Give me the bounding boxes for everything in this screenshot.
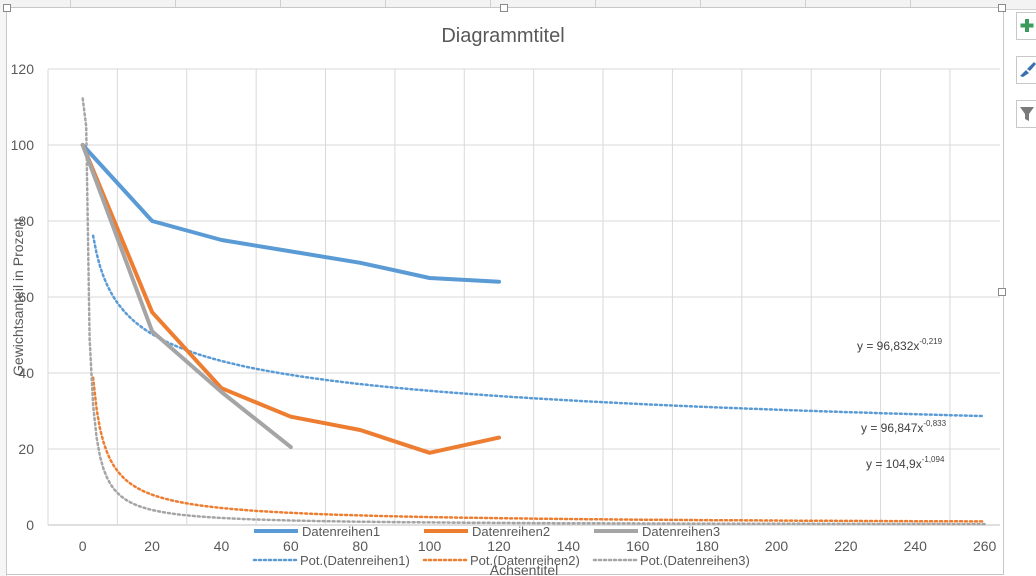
legend-label: Datenreihen3	[642, 524, 720, 539]
y-tick-label: 20	[18, 441, 34, 457]
filter-icon	[1020, 107, 1034, 121]
column-divider	[385, 0, 386, 9]
x-tick-label: 120	[487, 538, 511, 554]
chart-title: Diagrammtitel	[441, 25, 564, 47]
chart-filters-button[interactable]	[1016, 100, 1036, 128]
trendline-2	[91, 376, 986, 523]
y-tick-label: 0	[26, 517, 34, 533]
y-axis-title: Gewichtsanteil in Prozent	[10, 218, 26, 376]
column-divider	[490, 0, 491, 9]
legend-label: Datenreihen2	[472, 524, 550, 539]
resize-handle[interactable]	[998, 288, 1006, 296]
resize-handle[interactable]	[500, 4, 508, 12]
data-series	[80, 143, 501, 455]
x-tick-label: 220	[834, 538, 858, 554]
column-divider	[700, 0, 701, 9]
trendline-equation: y = 104,9x-1,094	[866, 455, 945, 471]
legend-label: Pot.(Datenreihen2)	[470, 553, 580, 568]
x-tick-label: 260	[973, 538, 997, 554]
column-divider	[910, 0, 911, 9]
brush-icon	[1020, 62, 1036, 77]
resize-handle[interactable]	[998, 4, 1006, 12]
chart-area[interactable]	[6, 7, 1004, 575]
trendlines	[81, 97, 986, 526]
x-tick-label: 180	[695, 538, 719, 554]
y-tick-label: 80	[18, 213, 34, 229]
series-line-3	[80, 143, 293, 450]
trendline-equation: y = 96,832x-0,219	[857, 337, 943, 353]
series-line-2	[80, 143, 501, 455]
column-divider	[595, 0, 596, 9]
x-tick-label: 20	[144, 538, 160, 554]
y-tick-label: 40	[18, 365, 34, 381]
y-tick-label: 60	[18, 289, 34, 305]
y-tick-label: 120	[11, 61, 35, 77]
series-line-1	[80, 143, 501, 284]
x-tick-label: 100	[418, 538, 442, 554]
resize-handle[interactable]	[3, 4, 11, 12]
column-divider	[70, 0, 71, 9]
tick-labels: 0 20 40 60 80 100 120 0 20 40 60 80 100 120 140 160 180 2…	[11, 61, 997, 554]
gridlines	[47, 68, 1000, 526]
x-tick-label: 240	[904, 538, 928, 554]
x-tick-label: 80	[352, 538, 368, 554]
plus-icon	[1020, 19, 1034, 32]
x-tick-label: 200	[765, 538, 789, 554]
trendline-equation: y = 96,847x-0,833	[861, 419, 947, 435]
x-tick-label: 60	[283, 538, 299, 554]
x-tick-label: 160	[626, 538, 650, 554]
column-divider	[805, 0, 806, 9]
chart-styles-button[interactable]	[1016, 56, 1036, 84]
x-tick-label: 40	[214, 538, 230, 554]
chart-svg: Diagrammtitel 0 20 40 60 80 100 120 0 20 40 60 80 10…	[10, 25, 1000, 576]
x-tick-label: 0	[79, 538, 87, 554]
trendline-3	[81, 97, 986, 526]
x-tick-label: 140	[557, 538, 581, 554]
chart-elements-button[interactable]	[1016, 12, 1036, 40]
legend-label: Datenreihen1	[302, 524, 380, 539]
legend-label: Pot.(Datenreihen1)	[300, 553, 410, 568]
trendline-equations: y = 96,832x-0,219 y = 96,847x-0,833 y = 10…	[857, 337, 947, 471]
x-axis-title: Achsentitel	[490, 562, 558, 576]
legend-label: Pot.(Datenreihen3)	[640, 553, 750, 568]
column-divider	[175, 0, 176, 9]
column-divider	[280, 0, 281, 9]
y-tick-label: 100	[11, 137, 35, 153]
trendline-1	[91, 234, 986, 418]
legend[interactable]: Datenreihen1 Datenreihen2 Datenreihen3 Pot.…	[252, 524, 750, 568]
